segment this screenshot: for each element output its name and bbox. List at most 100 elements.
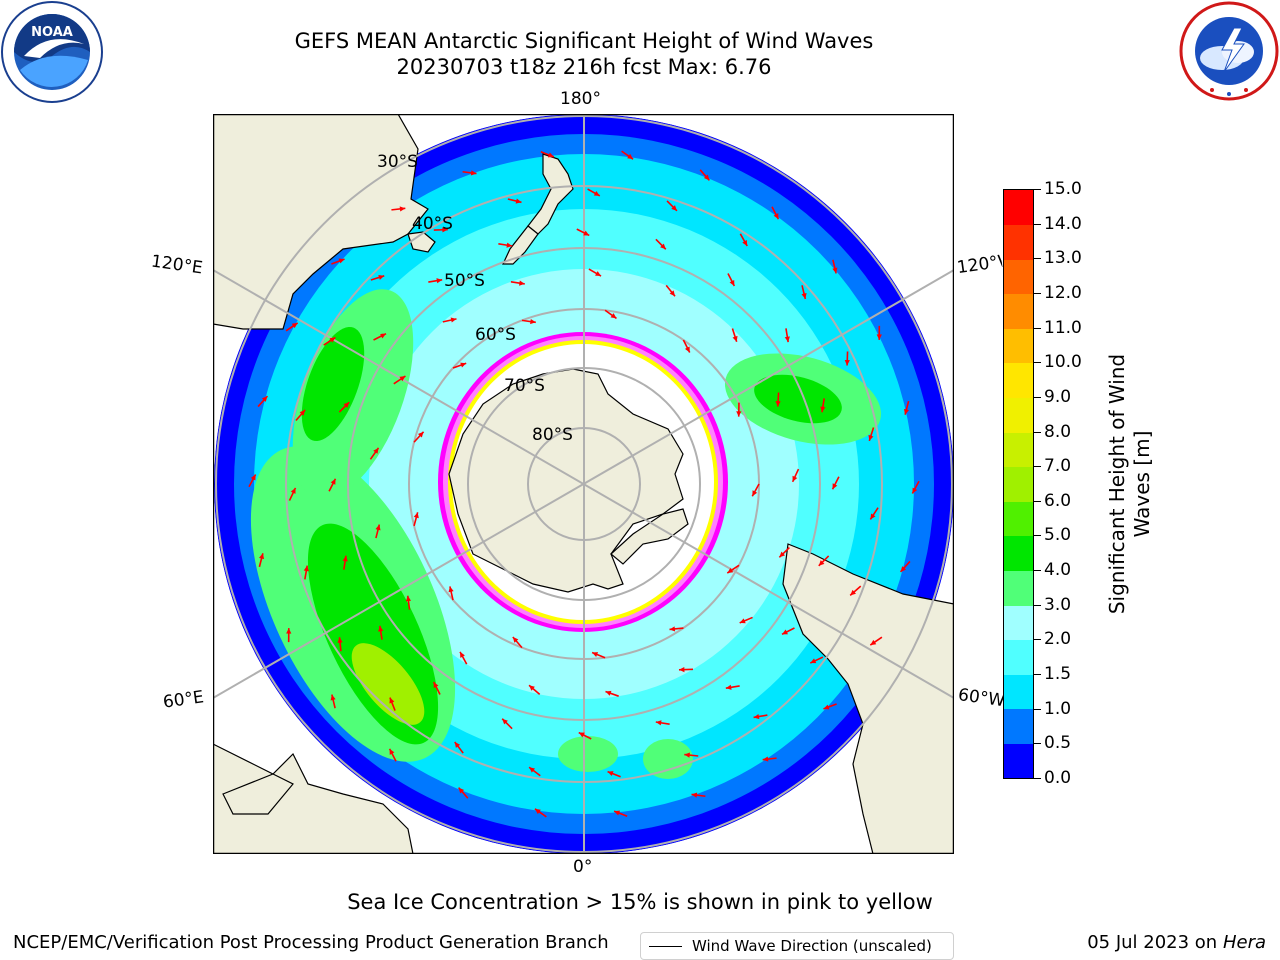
- south-america-land: [782, 543, 954, 854]
- colorbar-tick-label: 12.0: [1044, 282, 1082, 303]
- wave-arrow-head: [592, 652, 599, 657]
- wave-arrow-head: [529, 685, 535, 691]
- colorbar-segment: [1004, 224, 1033, 260]
- wave-arrow-head: [725, 684, 732, 690]
- wave-arrow-head: [530, 318, 536, 325]
- wave-arrow-head: [519, 280, 525, 286]
- colorbar-segment: [1004, 535, 1033, 571]
- colorbar-segment: [1004, 501, 1033, 537]
- wave-patch-south-east: [643, 739, 693, 779]
- wave-arrow-head: [389, 697, 395, 704]
- noaa-logo: NOAA: [1, 1, 103, 103]
- colorbar-tick-mark: [1034, 743, 1041, 745]
- wave-arrow-head: [529, 767, 536, 773]
- wave-arrow-head: [534, 808, 541, 815]
- wave-arrow-head: [413, 512, 419, 519]
- run-date: 05 Jul 2023 on Hera: [1087, 932, 1266, 953]
- wave-arrow-head: [375, 524, 381, 531]
- graticule: [213, 114, 954, 854]
- colorbar-tick-label: 0.5: [1044, 733, 1072, 754]
- wave-arrow-head: [399, 376, 406, 382]
- wave-arrow-head: [450, 317, 457, 323]
- wave-arrow-head: [684, 346, 690, 353]
- wave-arrow-head: [378, 274, 385, 280]
- svg-text:NOAA: NOAA: [31, 25, 73, 40]
- wave-arrow-head: [753, 713, 760, 720]
- wave-arrow-head: [470, 170, 477, 176]
- colorbar-segment: [1004, 466, 1033, 502]
- colorbar-tick-label: 6.0: [1044, 490, 1072, 511]
- colorbar-tick-label: 5.0: [1044, 525, 1072, 546]
- wave-arrow-head: [903, 408, 909, 415]
- wave-arrow-head: [460, 651, 465, 658]
- colorbar-segment: [1004, 259, 1033, 295]
- colorbar-segment: [1004, 362, 1033, 399]
- wave-arrow-head: [303, 565, 309, 572]
- wave-arrow-head: [506, 242, 513, 248]
- colorbar-tick-label: 9.0: [1044, 386, 1072, 407]
- wave-arrow-head: [433, 681, 439, 688]
- wave-arrow-head: [460, 362, 467, 368]
- parallel-label-50s: 50°S: [444, 271, 485, 291]
- colorbar-segment: [1004, 674, 1033, 710]
- wave-arrow-head: [378, 625, 384, 632]
- wave-arrow-head: [810, 658, 817, 664]
- colorbar-segment: [1004, 743, 1033, 779]
- colorbar-tick-mark: [1034, 500, 1041, 502]
- colorbar-tick-mark: [1034, 362, 1041, 364]
- continents: [213, 114, 954, 854]
- wave-arrow-head: [844, 359, 850, 366]
- colorbar-tick-mark: [1034, 431, 1041, 433]
- wave-arrow-head: [338, 258, 345, 264]
- wave-arrow-head: [373, 447, 379, 454]
- colorbar-tick-mark: [1034, 778, 1041, 779]
- wave-arrow-head: [739, 618, 746, 624]
- colorbar-segment: [1004, 605, 1033, 641]
- colorbar-segment: [1004, 708, 1033, 744]
- wave-arrow-head: [515, 198, 522, 204]
- wave-arrow-head: [912, 487, 918, 494]
- wave-arrow-head: [703, 174, 710, 181]
- wave-arrow-head: [380, 333, 387, 339]
- wave-arrow-head: [330, 694, 336, 701]
- wave-arrow-head: [900, 566, 907, 572]
- colorbar-tick-mark: [1034, 639, 1041, 641]
- wave-arrow-head: [742, 240, 748, 247]
- wave-core-pacific: [754, 374, 842, 424]
- wave-arrow-head: [669, 626, 676, 632]
- colorbar-tick-label: 0.0: [1044, 768, 1072, 788]
- colorbar-segment: [1004, 328, 1033, 364]
- wave-arrow-head: [436, 278, 443, 284]
- colorbar-tick-label: 3.0: [1044, 594, 1072, 615]
- credit-text: NCEP/EMC/Verification Post Processing Pr…: [13, 932, 609, 953]
- parallel-label-30s: 30°S: [377, 152, 418, 172]
- wave-arrow-head: [691, 792, 698, 798]
- meridian-label-120e: 120°E: [149, 251, 204, 279]
- wave-arrow-head: [261, 396, 268, 402]
- wave-arrow-head: [512, 636, 519, 643]
- wave-arrow-head: [290, 487, 296, 494]
- wave-arrow-head: [762, 756, 769, 762]
- wave-arrow-head: [729, 280, 735, 287]
- wave-arrow-head: [389, 748, 395, 755]
- meridian-label-60e: 60°E: [161, 687, 206, 713]
- tasmania-land: [407, 231, 436, 253]
- colorbar-tick-label: 8.0: [1044, 421, 1072, 442]
- colorbar-tick-label: 2.0: [1044, 629, 1072, 650]
- wave-arrow-head: [454, 741, 461, 748]
- colorbar-segment: [1004, 432, 1033, 468]
- wind-wave-arrows: [248, 150, 920, 818]
- wave-arrow-head: [259, 553, 265, 560]
- colorbar-tick-mark: [1034, 189, 1041, 190]
- wave-arrow-head: [818, 560, 825, 566]
- meridian-label-60w: 60°W: [956, 684, 1005, 712]
- wave-peak-indian: [351, 643, 425, 725]
- parallel-label-40s: 40°S: [412, 214, 453, 234]
- colorbar-tick-mark: [1034, 396, 1041, 398]
- sea-ice-note: Sea Ice Concentration > 15% is shown in …: [347, 890, 933, 914]
- wave-arrow-head: [399, 206, 406, 212]
- colorbar-tick-label: 1.0: [1044, 698, 1072, 719]
- colorbar-tick-label: 15.0: [1044, 179, 1082, 199]
- wave-arrow-head: [876, 334, 882, 340]
- meridian-label-180: 180°: [560, 89, 601, 109]
